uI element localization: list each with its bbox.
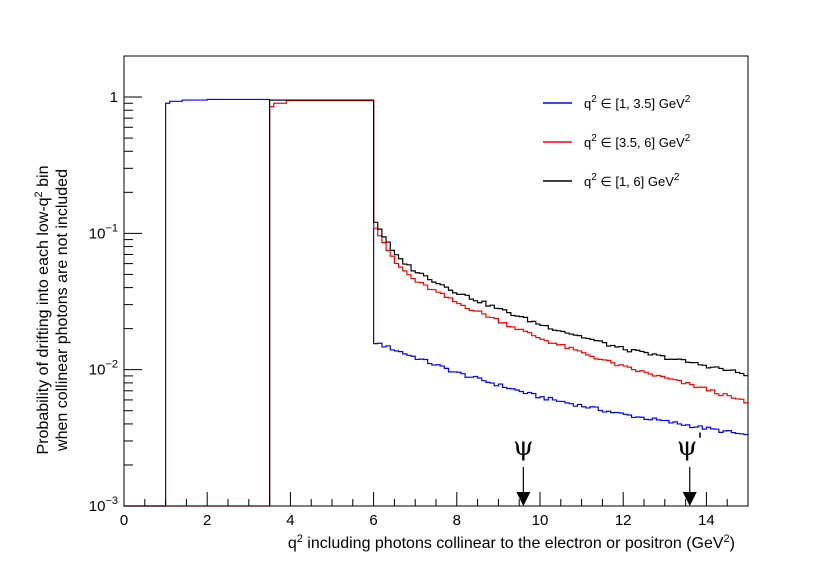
y-tick-label: 10−2 — [89, 359, 118, 379]
x-tick-label: 2 — [203, 512, 211, 529]
x-tick-label: 8 — [453, 512, 461, 529]
series-layer — [124, 98, 748, 507]
x-axis-label: q2 including photons collinear to the el… — [288, 533, 735, 552]
annotation-layer: ψ ψ' — [513, 428, 703, 506]
x-tick-label: 0 — [120, 512, 128, 529]
legend-label-2: q2 ∈ [1, 6] GeV2 — [584, 172, 680, 189]
psi-prime-annotation-arrow-head — [682, 492, 697, 506]
x-tick-label: 14 — [698, 512, 715, 529]
x-tick-label: 10 — [532, 512, 549, 529]
psi-prime-annotation-label: ψ' — [677, 428, 703, 462]
x-tick-label: 12 — [615, 512, 632, 529]
y-tick-label: 1 — [110, 89, 118, 106]
series-line-1 — [124, 100, 748, 507]
plot-area — [124, 56, 748, 506]
legend-label-0: q2 ∈ [1, 3.5] GeV2 — [584, 94, 691, 111]
series-line-2 — [269, 99, 748, 506]
y-axis-label-line1: Probability of drifting into each low-q2… — [33, 166, 52, 455]
y-tick-label: 10−3 — [89, 495, 118, 515]
legend-label-1: q2 ∈ [3.5, 6] GeV2 — [584, 133, 691, 150]
x-tick-label: 6 — [369, 512, 377, 529]
psi-annotation-label: ψ — [513, 432, 533, 462]
x-tick-label: 4 — [286, 512, 294, 529]
axis-layer: 0 2 4 6 8 10 12 14 10−3 10−2 10−1 1 — [89, 55, 749, 529]
y-tick-label: 10−1 — [89, 222, 118, 242]
y-axis-label-line2: when collinear photons are not included — [54, 169, 71, 452]
y-axis-label: Probability of drifting into each low-q2… — [33, 166, 71, 455]
legend: q2 ∈ [1, 3.5] GeV2 q2 ∈ [3.5, 6] GeV2 q2 ∈… — [543, 94, 691, 189]
psi-annotation-arrow-head — [516, 492, 531, 506]
